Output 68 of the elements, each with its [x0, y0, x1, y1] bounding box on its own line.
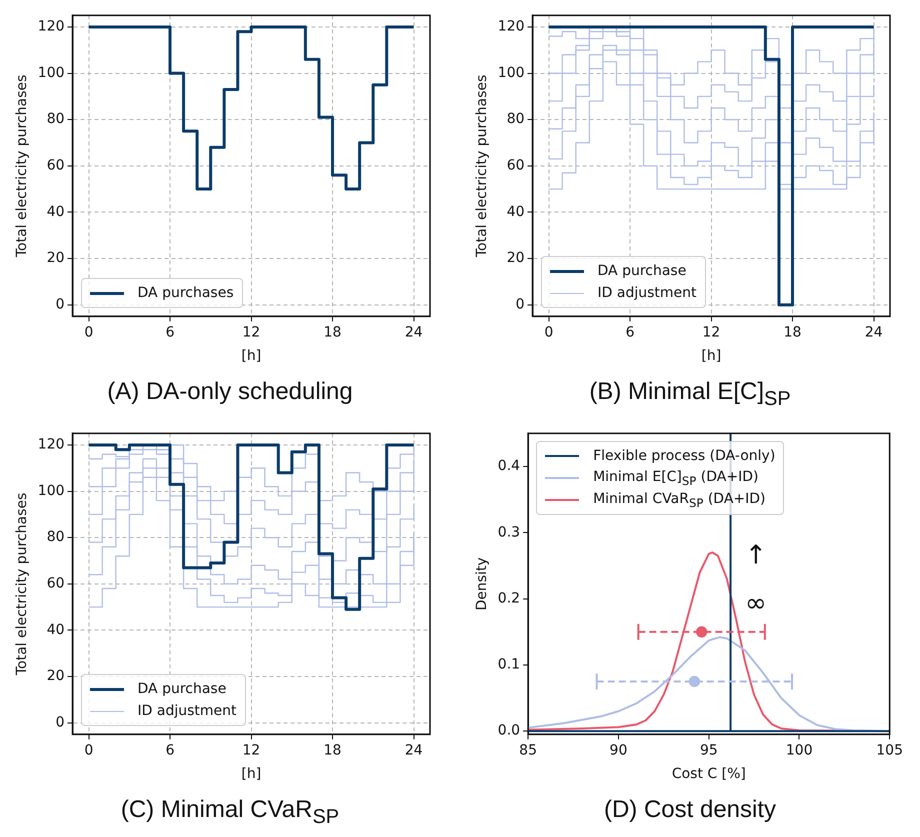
- y-tick-label: 120: [498, 18, 525, 35]
- legend-label: Minimal E[C]$_{SP}$ (DA+ID): [593, 468, 758, 488]
- x-tick-label: 12: [702, 324, 720, 340]
- x-tick-label: 24: [404, 324, 423, 340]
- legend-label: Minimal CVaR$_{SP}$ (DA+ID): [593, 490, 766, 510]
- legend-label: DA purchase: [598, 263, 686, 280]
- legend-label: ID adjustment: [598, 285, 696, 302]
- y-tick-label: 0.3: [498, 524, 520, 540]
- x-tick-label: 85: [519, 742, 537, 758]
- x-tick-label: 100: [786, 742, 813, 758]
- y-tick-label: 0.0: [498, 722, 520, 739]
- y-tick-label: 100: [38, 482, 65, 499]
- x-tick-label: 0: [544, 324, 554, 340]
- x-tick-label: 0: [84, 742, 94, 758]
- y-tick-label: 80: [46, 111, 65, 128]
- legend-label: Flexible process (DA-only): [593, 448, 776, 464]
- y-tick-label: 60: [506, 158, 525, 174]
- x-tick-label: 18: [324, 324, 342, 340]
- x-tick-label: 6: [626, 324, 635, 340]
- legend-label: ID adjustment: [138, 703, 236, 720]
- y-tick-label: 0: [56, 714, 65, 730]
- x-tick-label: 18: [324, 742, 342, 758]
- y-tick-label: 120: [38, 436, 65, 453]
- legend-label: DA purchases: [138, 285, 234, 302]
- y-tick-label: 20: [506, 250, 525, 266]
- x-tick-label: 6: [166, 324, 175, 340]
- y-tick-label: 60: [46, 158, 65, 174]
- x-tick-label: 6: [166, 742, 175, 758]
- x-tick-label: 105: [876, 742, 904, 758]
- y-tick-label: 0: [516, 296, 525, 312]
- y-tick-label: 100: [38, 64, 65, 81]
- x-axis-title: [h]: [241, 348, 262, 364]
- y-tick-label: 40: [46, 622, 65, 638]
- y-tick-label: 40: [506, 204, 525, 220]
- y-axis-title: Total electricity purchases: [14, 74, 30, 258]
- x-tick-label: 12: [242, 742, 260, 758]
- y-tick-label: 0: [56, 296, 65, 312]
- y-tick-label: 0.2: [498, 590, 520, 606]
- x-tick-label: 90: [610, 742, 628, 758]
- x-tick-label: 18: [784, 324, 802, 340]
- y-tick-label: 120: [38, 18, 65, 35]
- text: (C) Minimal CVaR$_{SP}$: [120, 796, 340, 829]
- x-tick-label: 0: [84, 324, 94, 340]
- y-tick-label: 100: [498, 64, 525, 81]
- text: (D) Cost density: [602, 796, 778, 824]
- x-axis-title: Cost C [%]: [672, 766, 746, 782]
- y-tick-label: 0.4: [498, 458, 520, 474]
- y-tick-label: 20: [46, 668, 65, 684]
- annotation: ↑: [744, 540, 767, 571]
- y-axis-title: Total electricity purchases: [14, 492, 30, 676]
- y-tick-label: 80: [506, 111, 525, 128]
- x-tick-label: 24: [404, 742, 423, 758]
- y-axis-title: Density: [474, 557, 490, 611]
- y-tick-label: 20: [46, 250, 65, 266]
- y-axis-title: Total electricity purchases: [474, 74, 490, 258]
- x-axis-title: [h]: [701, 348, 722, 364]
- x-tick-label: 24: [864, 324, 883, 340]
- text: (B) Minimal E[C]$_{SP}$: [588, 378, 792, 411]
- y-tick-label: 60: [46, 576, 65, 592]
- x-tick-label: 95: [700, 742, 718, 758]
- y-tick-label: 40: [46, 204, 65, 220]
- x-tick-label: 12: [242, 324, 260, 340]
- text: (A) DA-only scheduling: [106, 378, 354, 406]
- annotation: ∞: [745, 588, 767, 619]
- y-tick-label: 80: [46, 529, 65, 546]
- y-tick-label: 0.1: [498, 656, 520, 673]
- x-axis-title: [h]: [241, 766, 262, 782]
- legend-label: DA purchase: [138, 681, 226, 698]
